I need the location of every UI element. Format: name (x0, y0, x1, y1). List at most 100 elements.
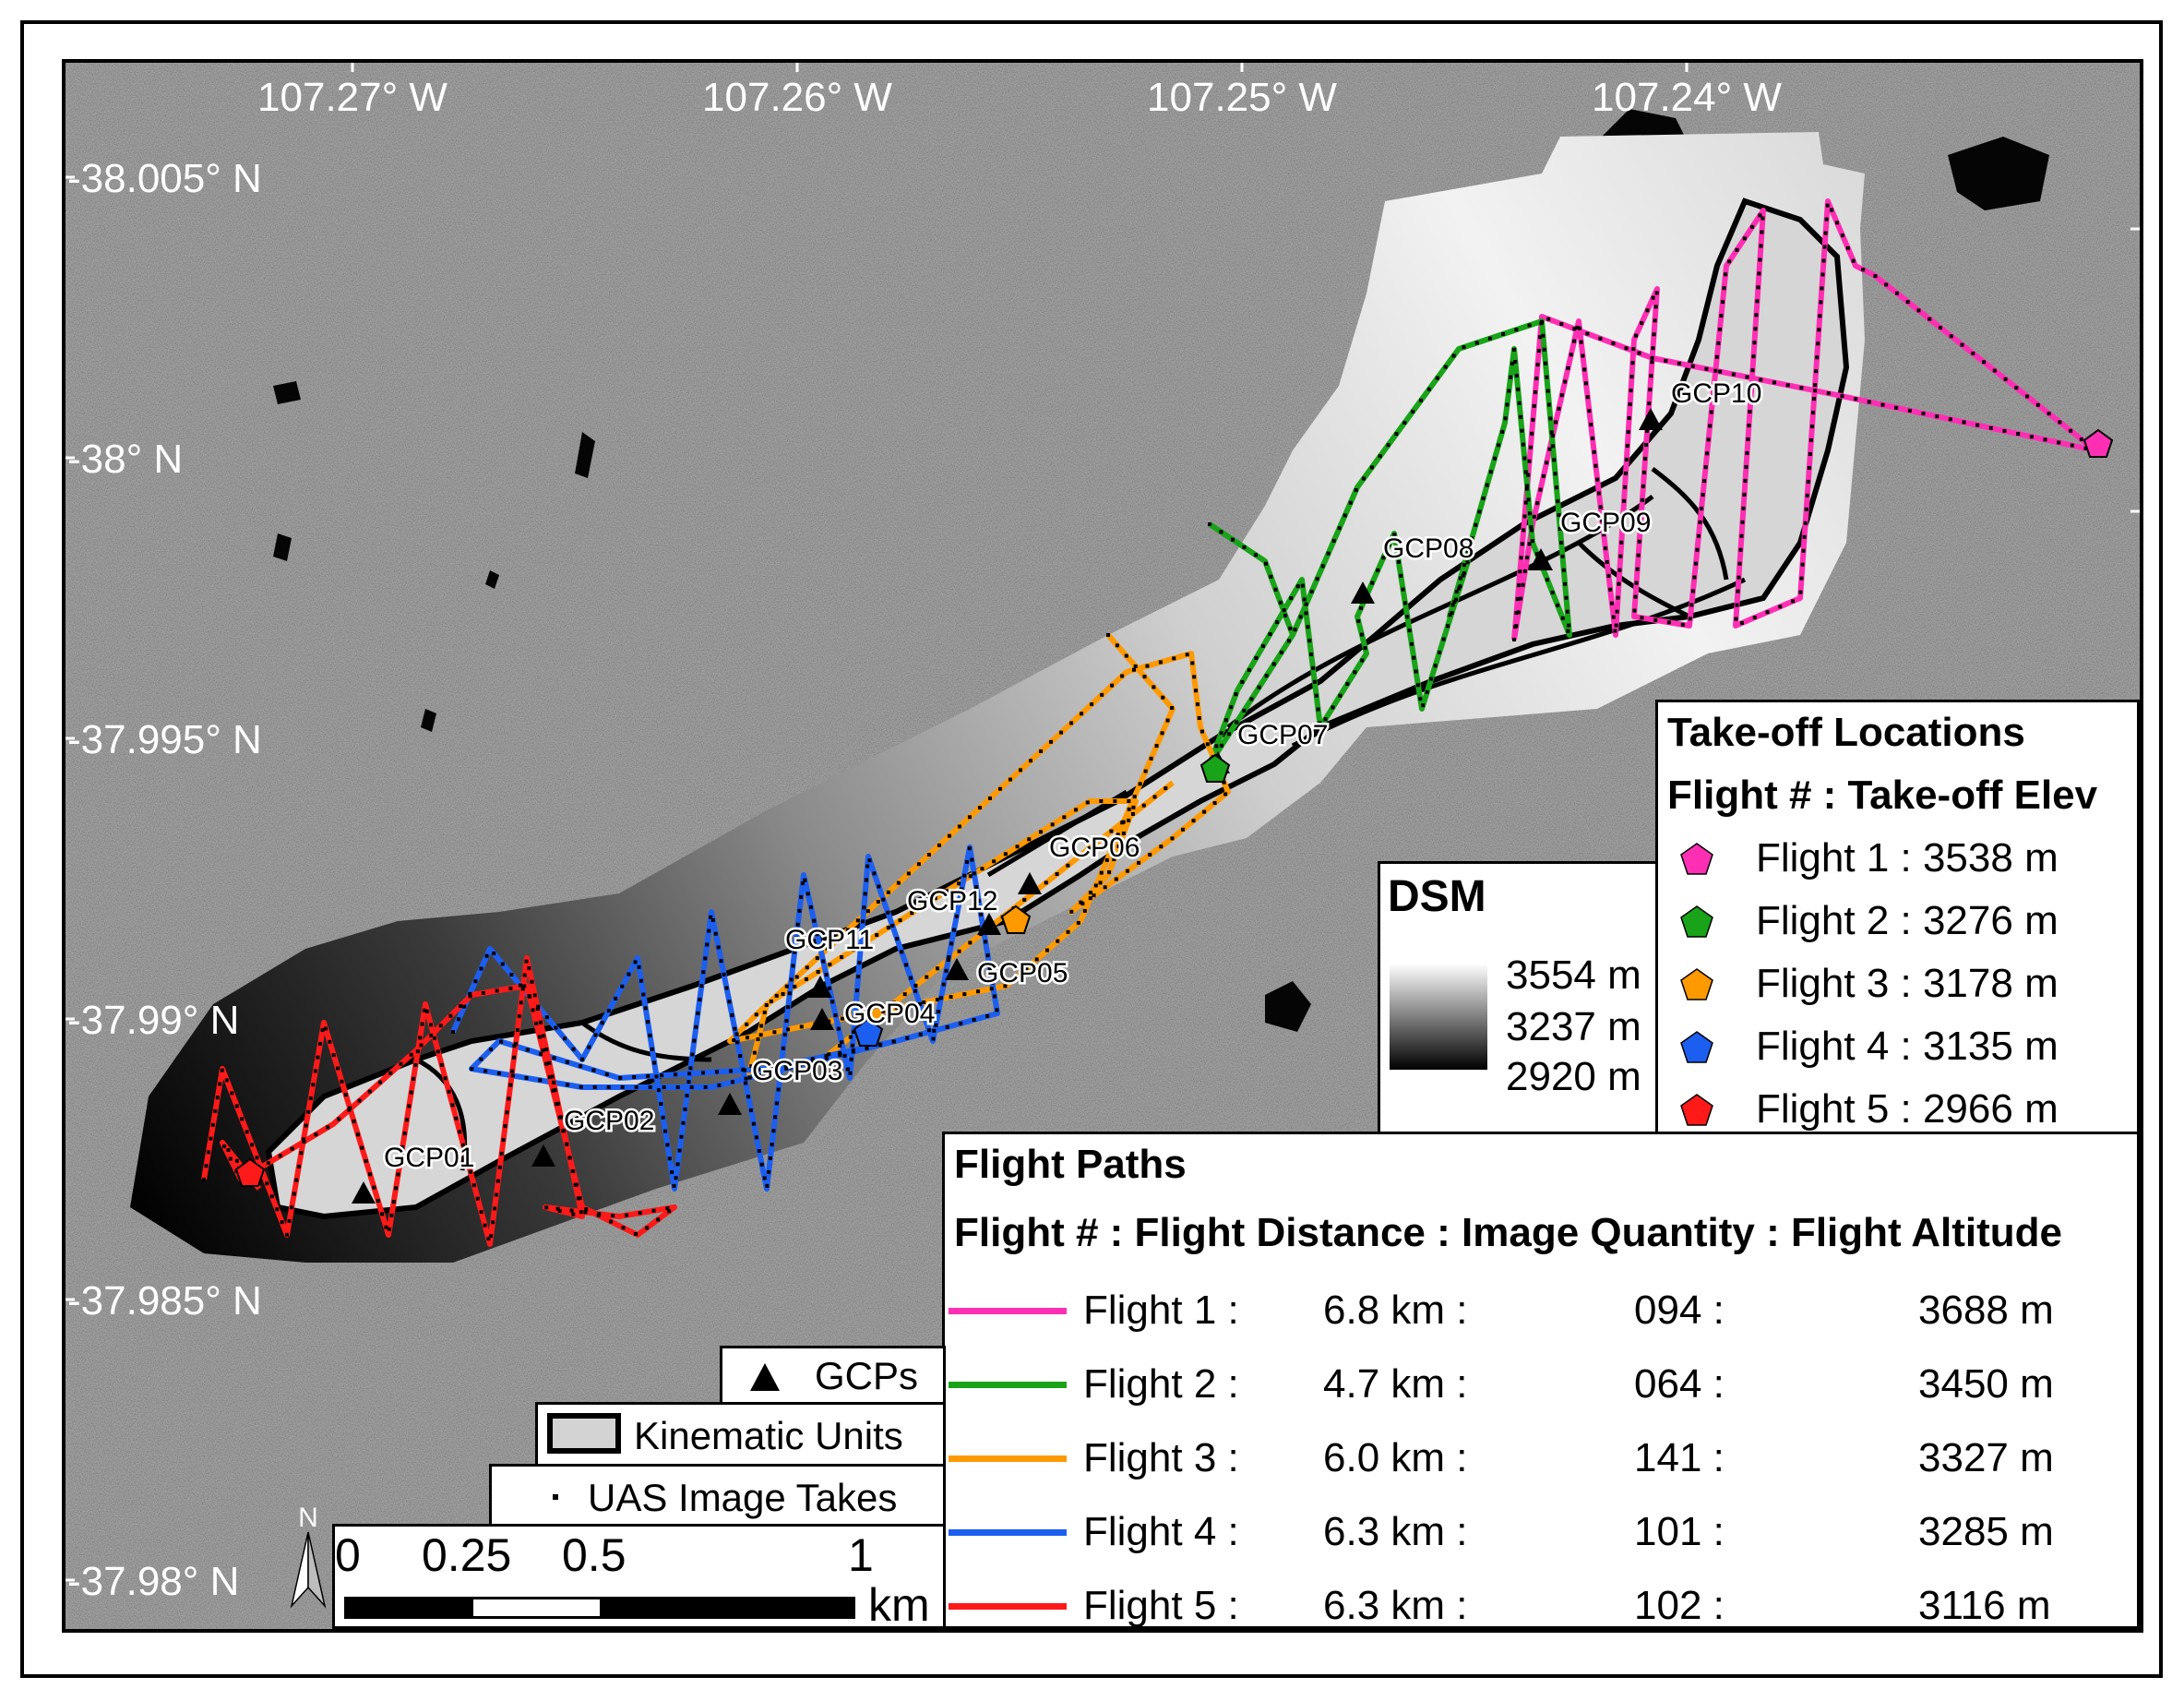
takeoff-pentagon-icon (1680, 968, 1713, 1000)
images-cell: 141 : (1634, 1435, 1725, 1480)
takeoff-flight-3 (1000, 904, 1032, 934)
takeoff-title: Take-off Locations (1667, 710, 2025, 755)
uas-dot-icon (553, 1494, 558, 1500)
dsm-footprint (130, 132, 1865, 1263)
flight-path-row: Flight 5 : 6.3 km : 102 : 3116 m (945, 1577, 2137, 1629)
images-cell: 102 : (1634, 1583, 1725, 1628)
altitude-cell: 3116 m (1918, 1583, 2051, 1628)
flight-path-swatch (949, 1455, 1067, 1462)
altitude-cell: 3688 m (1918, 1288, 2054, 1333)
takeoff-pentagon-icon (1680, 843, 1713, 875)
flight-cell: Flight 1 : (1083, 1288, 1239, 1333)
gcp-triangle-icon (1018, 872, 1042, 894)
gcp-label: GCP01 (384, 1143, 474, 1173)
lat-label: -38.005° N (67, 156, 262, 201)
altitude-cell: 3450 m (1918, 1361, 2054, 1407)
map-panel[interactable]: GCP01 GCP02 GCP03 GCP04 GCP05 GCP06 GCP07 GCP08… (62, 59, 2143, 1633)
scale-tick-025: 0.25 (422, 1529, 512, 1581)
takeoff-row-label: Flight 2 : 3276 m (1756, 898, 2059, 943)
dsm-legend: DSM 3554 m 3237 m 2920 m (1378, 861, 1659, 1135)
takeoff-pentagon-icon (1680, 905, 1713, 938)
legend-kinematic: Kinematic Units (535, 1402, 946, 1467)
scale-tick-05: 0.5 (562, 1529, 627, 1581)
gcp-label: GCP04 (844, 999, 935, 1029)
takeoff-row: Flight 5 : 2966 m (1658, 1083, 2137, 1138)
gcp-label: GCP09 (1560, 508, 1651, 538)
takeoff-pentagon-icon (1680, 1031, 1713, 1063)
flight-path-swatch (949, 1529, 1067, 1536)
images-cell: 064 : (1634, 1361, 1725, 1407)
paths-subtitle: Flight # : Flight Distance : Image Quant… (954, 1210, 2063, 1255)
gcp-triangle-icon (352, 1181, 376, 1204)
flight-cell: Flight 5 : (1083, 1583, 1239, 1628)
dsm-ramp (1390, 964, 1487, 1070)
kinematic-swatch-icon (547, 1413, 621, 1454)
gcps-label: GCPs (815, 1354, 919, 1397)
gcp-label: GCP05 (977, 958, 1068, 988)
lon-ticks (66, 63, 2140, 1582)
flight-path-1 (1511, 198, 2098, 641)
distance-cell: 6.3 km : (1323, 1509, 1468, 1554)
flight-path-2 (1207, 318, 1572, 767)
north-label: N (298, 1503, 318, 1533)
scale-tick-1: 1 (848, 1529, 874, 1581)
flight-cell: Flight 4 : (1083, 1509, 1239, 1554)
scale-unit: km (868, 1579, 930, 1631)
legend-uas: UAS Image Takes (489, 1464, 946, 1527)
dsm-title: DSM (1388, 872, 1486, 921)
kinematic-label: Kinematic Units (634, 1414, 903, 1457)
lat-label: -37.995° N (67, 717, 262, 762)
flight-cell: Flight 3 : (1083, 1435, 1239, 1480)
flight-path-row: Flight 3 : 6.0 km : 141 : 3327 m (945, 1430, 2137, 1494)
takeoff-row: Flight 1 : 3538 m (1658, 832, 2137, 887)
gcp-label: GCP02 (564, 1106, 654, 1136)
flight-path-row: Flight 2 : 4.7 km : 064 : 3450 m (945, 1356, 2137, 1420)
takeoff-row-label: Flight 1 : 3538 m (1756, 835, 2059, 880)
gcp-label: GCP06 (1049, 833, 1140, 863)
gcp-triangle-icon (1351, 581, 1375, 604)
lon-label: 107.27° W (257, 75, 448, 120)
images-cell: 094 : (1634, 1288, 1725, 1333)
dsm-mid-label: 3237 m (1506, 1004, 1641, 1049)
gcp-label: GCP11 (785, 925, 874, 955)
gcp-label: GCP08 (1383, 533, 1474, 564)
dsm-min-label: 2920 m (1506, 1054, 1641, 1099)
gcp-triangle-icon (1529, 548, 1553, 570)
takeoff-row-label: Flight 4 : 3135 m (1756, 1024, 2059, 1069)
lat-label: -37.985° N (67, 1278, 262, 1324)
flight-path-row: Flight 4 : 6.3 km : 101 : 3285 m (945, 1503, 2137, 1568)
gcp-triangle-icon (531, 1144, 555, 1167)
distance-cell: 6.3 km : (1323, 1583, 1468, 1628)
takeoff-row: Flight 3 : 3178 m (1658, 957, 2137, 1012)
lon-label: 107.24° W (1592, 75, 1782, 120)
scale-tick-0: 0 (335, 1529, 361, 1581)
takeoff-row-label: Flight 5 : 2966 m (1756, 1086, 2059, 1132)
images-cell: 101 : (1634, 1509, 1725, 1554)
lon-label: 107.25° W (1147, 75, 1337, 120)
takeoff-flight-1 (2083, 428, 2114, 458)
gcp-triangle-icon (1639, 408, 1663, 430)
flight-paths-legend: Flight Paths Flight # : Flight Distance … (942, 1132, 2140, 1629)
gcp-label: GCP12 (907, 886, 997, 916)
gcp-label: GCP07 (1237, 720, 1328, 750)
lat-label: -37.99° N (67, 998, 239, 1043)
gcp-label: GCP10 (1671, 378, 1761, 409)
lat-label: -37.98° N (67, 1559, 239, 1604)
takeoff-flight-5 (234, 1157, 266, 1187)
takeoff-row-label: Flight 3 : 3178 m (1756, 961, 2059, 1006)
lat-label: -38° N (67, 437, 183, 482)
gcp-triangle-icon (750, 1363, 780, 1391)
takeoff-legend: Take-off Locations Flight # : Take-off E… (1655, 700, 2140, 1135)
lon-label: 107.26° W (702, 75, 892, 120)
uas-label: UAS Image Takes (588, 1476, 898, 1519)
distance-cell: 6.0 km : (1323, 1435, 1468, 1480)
distance-cell: 4.7 km : (1323, 1361, 1468, 1407)
gcp-triangle-icon (945, 958, 969, 980)
scale-bar-graphic (344, 1597, 855, 1619)
takeoff-subtitle: Flight # : Take-off Elev (1667, 773, 2098, 818)
takeoff-row: Flight 2 : 3276 m (1658, 894, 2137, 950)
takeoff-pentagon-icon (1680, 1094, 1713, 1126)
distance-cell: 6.8 km : (1323, 1288, 1468, 1333)
takeoff-row: Flight 4 : 3135 m (1658, 1020, 2137, 1075)
